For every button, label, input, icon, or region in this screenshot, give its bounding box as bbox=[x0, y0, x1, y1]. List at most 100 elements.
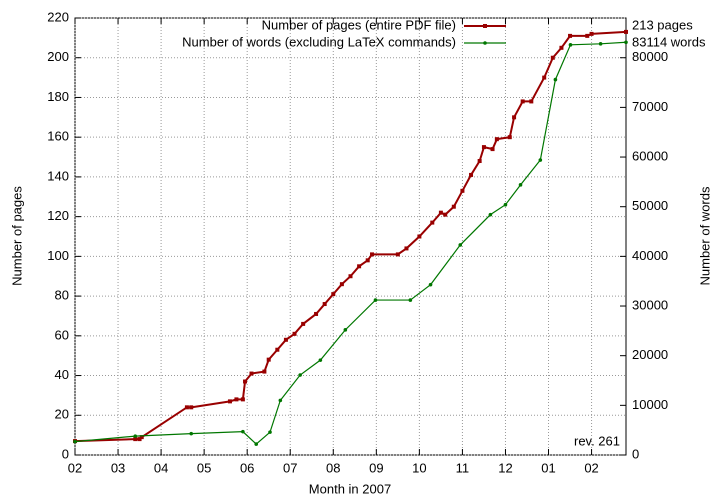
point bbox=[275, 347, 280, 352]
point bbox=[322, 302, 327, 307]
point bbox=[298, 373, 302, 377]
point bbox=[339, 282, 344, 287]
point bbox=[598, 42, 603, 46]
x-tick-label: 03 bbox=[111, 460, 125, 475]
point bbox=[542, 75, 547, 80]
x-tick-label: 08 bbox=[326, 460, 340, 475]
point bbox=[520, 99, 525, 104]
point bbox=[262, 369, 267, 374]
point bbox=[624, 40, 628, 45]
point bbox=[249, 371, 254, 376]
y-tick-label: 220 bbox=[47, 9, 69, 24]
y-tick-label: 120 bbox=[47, 208, 69, 223]
point bbox=[408, 298, 413, 302]
words-annotation: 83114 words bbox=[632, 34, 706, 49]
point bbox=[301, 321, 306, 326]
point bbox=[268, 430, 272, 434]
point bbox=[373, 298, 378, 302]
x-tick-label: 02 bbox=[68, 460, 82, 475]
point bbox=[343, 328, 348, 332]
y2-tick-label: 30000 bbox=[632, 297, 668, 312]
point bbox=[417, 234, 422, 239]
y-tick-label: 140 bbox=[47, 168, 69, 183]
point bbox=[241, 429, 245, 434]
point bbox=[550, 55, 555, 60]
y2-tick-label: 70000 bbox=[632, 99, 668, 114]
y2-tick-label: 50000 bbox=[632, 198, 668, 213]
point bbox=[451, 204, 456, 209]
point bbox=[357, 264, 362, 269]
point bbox=[243, 379, 248, 384]
point bbox=[507, 135, 512, 140]
y-tick-label: 0 bbox=[62, 446, 69, 461]
point bbox=[266, 357, 271, 362]
legend-label: Number of words (excluding LaTeX command… bbox=[182, 34, 456, 49]
point bbox=[589, 31, 594, 36]
y2-tick-label: 10000 bbox=[632, 397, 668, 412]
y-axis-label: Number of pages bbox=[9, 186, 24, 286]
y-tick-label: 180 bbox=[47, 89, 69, 104]
y-tick-label: 200 bbox=[47, 49, 69, 64]
x-tick-label: 09 bbox=[369, 460, 383, 475]
x-tick-label: 02 bbox=[584, 460, 598, 475]
point bbox=[428, 282, 433, 287]
pages-annotation: 213 pages bbox=[632, 17, 693, 32]
point bbox=[624, 29, 628, 34]
y-tick-label: 20 bbox=[55, 407, 69, 422]
point bbox=[395, 252, 400, 257]
point bbox=[318, 358, 323, 362]
series-line bbox=[74, 30, 627, 443]
point bbox=[585, 33, 590, 38]
point bbox=[430, 220, 435, 225]
point bbox=[460, 188, 465, 193]
x-tick-label: 04 bbox=[154, 460, 168, 475]
x-tick-label: 11 bbox=[456, 460, 470, 475]
point bbox=[283, 337, 288, 342]
point bbox=[365, 258, 370, 263]
point bbox=[481, 145, 486, 150]
point bbox=[494, 137, 499, 142]
revision-annotation: rev. 261 bbox=[574, 433, 620, 448]
x-tick-label: 10 bbox=[412, 460, 426, 475]
point bbox=[314, 311, 319, 316]
y2-tick-label: 0 bbox=[632, 446, 639, 461]
x-tick-label: 07 bbox=[283, 460, 297, 475]
point bbox=[458, 243, 463, 247]
point bbox=[348, 274, 353, 279]
y-tick-label: 60 bbox=[55, 327, 69, 342]
point bbox=[568, 33, 573, 38]
point bbox=[331, 292, 336, 297]
point bbox=[490, 147, 495, 152]
y2-tick-label: 40000 bbox=[632, 248, 668, 263]
y-tick-label: 40 bbox=[55, 367, 69, 382]
point bbox=[477, 159, 482, 164]
series-line bbox=[74, 41, 627, 445]
y2-tick-label: 20000 bbox=[632, 347, 668, 362]
point bbox=[254, 442, 259, 446]
point bbox=[234, 397, 239, 402]
point bbox=[438, 210, 443, 215]
legend-label: Number of pages (entire PDF file) bbox=[262, 17, 456, 32]
point bbox=[278, 398, 283, 403]
point bbox=[529, 99, 534, 104]
x-tick-label: 01 bbox=[541, 460, 555, 475]
x-tick-label: 12 bbox=[498, 460, 512, 475]
point bbox=[240, 397, 245, 402]
point bbox=[189, 405, 194, 410]
point bbox=[538, 158, 543, 162]
point bbox=[73, 439, 77, 444]
y-tick-label: 100 bbox=[47, 248, 69, 263]
point bbox=[189, 431, 194, 436]
point bbox=[292, 331, 297, 336]
y2-axis-label: Number of words bbox=[697, 186, 712, 285]
point bbox=[469, 172, 474, 177]
y2-tick-label: 60000 bbox=[632, 148, 668, 163]
legend-marker bbox=[483, 24, 487, 28]
point bbox=[370, 252, 375, 257]
y-tick-label: 80 bbox=[55, 288, 69, 303]
point bbox=[568, 43, 573, 47]
point bbox=[553, 77, 558, 82]
point bbox=[443, 212, 448, 217]
point bbox=[559, 45, 564, 50]
